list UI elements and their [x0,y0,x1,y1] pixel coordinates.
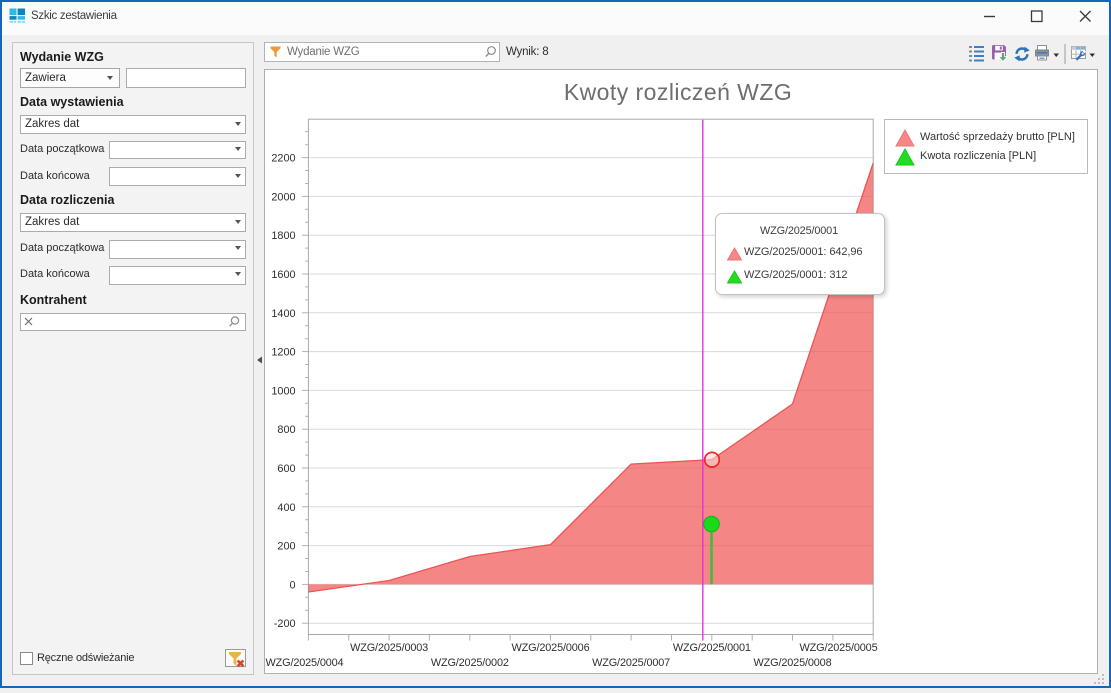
svg-text:1600: 1600 [271,269,295,281]
svg-text:WZG/2025/0008: WZG/2025/0008 [754,657,832,669]
svg-text:WZG/2025/0006: WZG/2025/0006 [512,642,590,654]
svg-text:-200: -200 [274,618,296,630]
svg-text:WZG/2025/0002: WZG/2025/0002 [431,657,509,669]
svg-text:600: 600 [277,463,295,475]
svg-text:2000: 2000 [271,191,295,203]
svg-text:1400: 1400 [271,308,295,320]
svg-text:2200: 2200 [271,153,295,165]
svg-text:1000: 1000 [271,385,295,397]
svg-text:WZG/2025/0004: WZG/2025/0004 [266,657,344,669]
svg-text:200: 200 [277,541,295,553]
svg-text:1800: 1800 [271,230,295,242]
svg-text:WZG/2025/0001: WZG/2025/0001 [673,642,751,654]
svg-text:WZG/2025/0005: WZG/2025/0005 [800,642,878,654]
svg-text:WZG/2025/0003: WZG/2025/0003 [350,642,428,654]
svg-text:800: 800 [277,424,295,436]
svg-text:0: 0 [290,579,296,591]
svg-text:400: 400 [277,502,295,514]
svg-text:WZG/2025/0007: WZG/2025/0007 [592,657,670,669]
svg-text:1200: 1200 [271,347,295,359]
